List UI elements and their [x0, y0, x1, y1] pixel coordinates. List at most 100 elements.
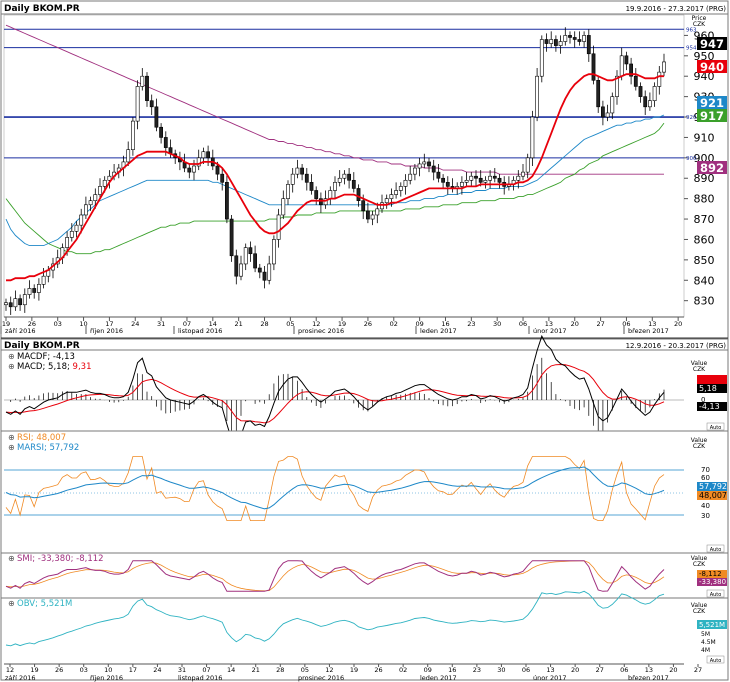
bottom-x-tick-label: 26 — [374, 666, 382, 674]
y-tick-label: 850 — [694, 254, 715, 267]
candle-body — [98, 186, 102, 195]
candle-body — [239, 263, 243, 277]
bottom-x-tick-label: 27 — [596, 666, 604, 674]
macd-red-badge — [697, 375, 727, 384]
obv-auto-label: Auto — [710, 658, 722, 664]
month-label: únor 2017 — [533, 327, 567, 335]
macd-legend-icon[interactable]: ⊕ — [8, 362, 15, 371]
candle-body — [107, 175, 112, 181]
x-tick-label: 06 — [519, 320, 527, 328]
candle-body — [365, 210, 370, 220]
candle-body — [403, 179, 408, 187]
smi-auto-button[interactable] — [706, 589, 725, 598]
obv-unit-currency: CZK — [693, 608, 706, 615]
candle-body — [535, 75, 540, 118]
candle-body — [328, 190, 333, 199]
rsi-badge — [697, 491, 727, 500]
candle-body — [300, 167, 305, 175]
smi-line — [5, 560, 665, 592]
price-badge-text: 892 — [700, 161, 724, 175]
candle-body — [629, 63, 634, 77]
rsi-badge-text: 48,007 — [699, 491, 727, 500]
x-tick-label: 27 — [596, 320, 604, 328]
candle-body — [253, 253, 258, 269]
y-tick-label: 840 — [694, 274, 715, 287]
y-tick-label: 880 — [694, 193, 715, 206]
x-tick-label: 26 — [28, 320, 36, 328]
candle-body — [36, 284, 41, 293]
bottom-x-tick-label: 26 — [55, 666, 63, 674]
bottom-x-tick-label: 14 — [227, 666, 235, 674]
rsi-panel: ⊕ RSI; 48,007 ⊕ MARSI; 57,792 Value CZK … — [0, 430, 729, 554]
smi-panel-frame — [0, 552, 729, 599]
y-tick-label: 940 — [694, 70, 715, 83]
rsi-auto-button[interactable] — [706, 544, 725, 553]
bottom-x-tick-label: 07 — [202, 666, 210, 674]
obv-tick-5m: 5M — [701, 631, 710, 638]
candle-body — [662, 61, 666, 73]
marsi-legend: MARSI; 57,792 — [17, 443, 79, 453]
obv-auto-button[interactable] — [706, 655, 725, 664]
candle-body — [154, 106, 159, 128]
candle-body — [610, 96, 615, 114]
candle-body — [492, 175, 497, 179]
x-tick-label: 19 — [338, 320, 346, 328]
candle-body — [657, 71, 662, 87]
candle-body — [525, 157, 530, 173]
macd-badge-2 — [697, 402, 727, 411]
price-badge-text: 947 — [700, 37, 724, 51]
smi-badge-2 — [697, 578, 727, 586]
y-tick-label: 950 — [694, 50, 715, 63]
bottom-month-label: říjen 2016 — [90, 674, 123, 682]
month-label: březen 2017 — [628, 327, 669, 335]
y-tick-label: 890 — [694, 172, 715, 185]
x-tick-label: 06 — [622, 320, 630, 328]
smi-badge-1 — [697, 570, 727, 578]
candle-body — [380, 202, 384, 210]
candle-body — [459, 182, 464, 187]
macdf-legend-icon[interactable]: ⊕ — [8, 352, 15, 361]
ma-green-line — [5, 122, 665, 255]
smi-badge-2-text: -33,380 — [699, 578, 726, 586]
candle-body — [22, 294, 27, 306]
candle-body — [558, 41, 563, 46]
bottom-x-tick-label: 06 — [620, 666, 628, 674]
candle-body — [13, 298, 18, 308]
smi-legend-icon[interactable]: ⊕ — [8, 554, 15, 563]
macd-unit-currency: CZK — [693, 366, 706, 373]
candle-body — [549, 39, 554, 44]
bottom-month-label: únor 2017 — [533, 674, 567, 682]
rsi-line — [5, 456, 665, 521]
macd-zero-label: 0 — [701, 396, 705, 404]
obv-badge — [697, 620, 727, 629]
candle-body — [638, 86, 643, 97]
rsi-panel-frame — [0, 430, 729, 554]
x-tick-label: 31 — [157, 320, 165, 328]
candle-body — [375, 208, 380, 216]
macd-panel: Daily BKOM.PR 12.9.2016 - 20.3.2017 (PRG… — [0, 334, 729, 448]
bottom-x-tick-label: 17 — [129, 666, 137, 674]
candle-body — [619, 55, 624, 77]
smi-legend: SMI; -33,380; -8,112 — [17, 554, 104, 564]
candle-body — [521, 171, 525, 177]
obv-legend-icon[interactable]: ⊕ — [8, 599, 15, 608]
candle-body — [347, 173, 352, 181]
marsi-legend-icon[interactable]: ⊕ — [8, 443, 15, 452]
rsi-legend-icon[interactable]: ⊕ — [8, 433, 15, 442]
level-label: 954 — [686, 46, 697, 52]
price-badge — [697, 60, 727, 73]
macd-auto-button[interactable] — [706, 422, 725, 431]
price-grid — [684, 34, 688, 302]
x-tick-label: 13 — [545, 320, 553, 328]
y-tick-label: 910 — [694, 131, 715, 144]
rsi-tick-40: 40 — [701, 502, 710, 510]
candle-body — [131, 120, 135, 150]
candle-body — [633, 75, 638, 87]
candle-body — [262, 271, 267, 281]
candle-body — [596, 79, 601, 108]
x-tick-label: 20 — [674, 320, 682, 328]
bottom-x-tick-label: 20 — [571, 666, 579, 674]
candle-body — [225, 182, 229, 220]
candle-body — [483, 179, 488, 183]
ma-blue-line — [5, 114, 665, 247]
